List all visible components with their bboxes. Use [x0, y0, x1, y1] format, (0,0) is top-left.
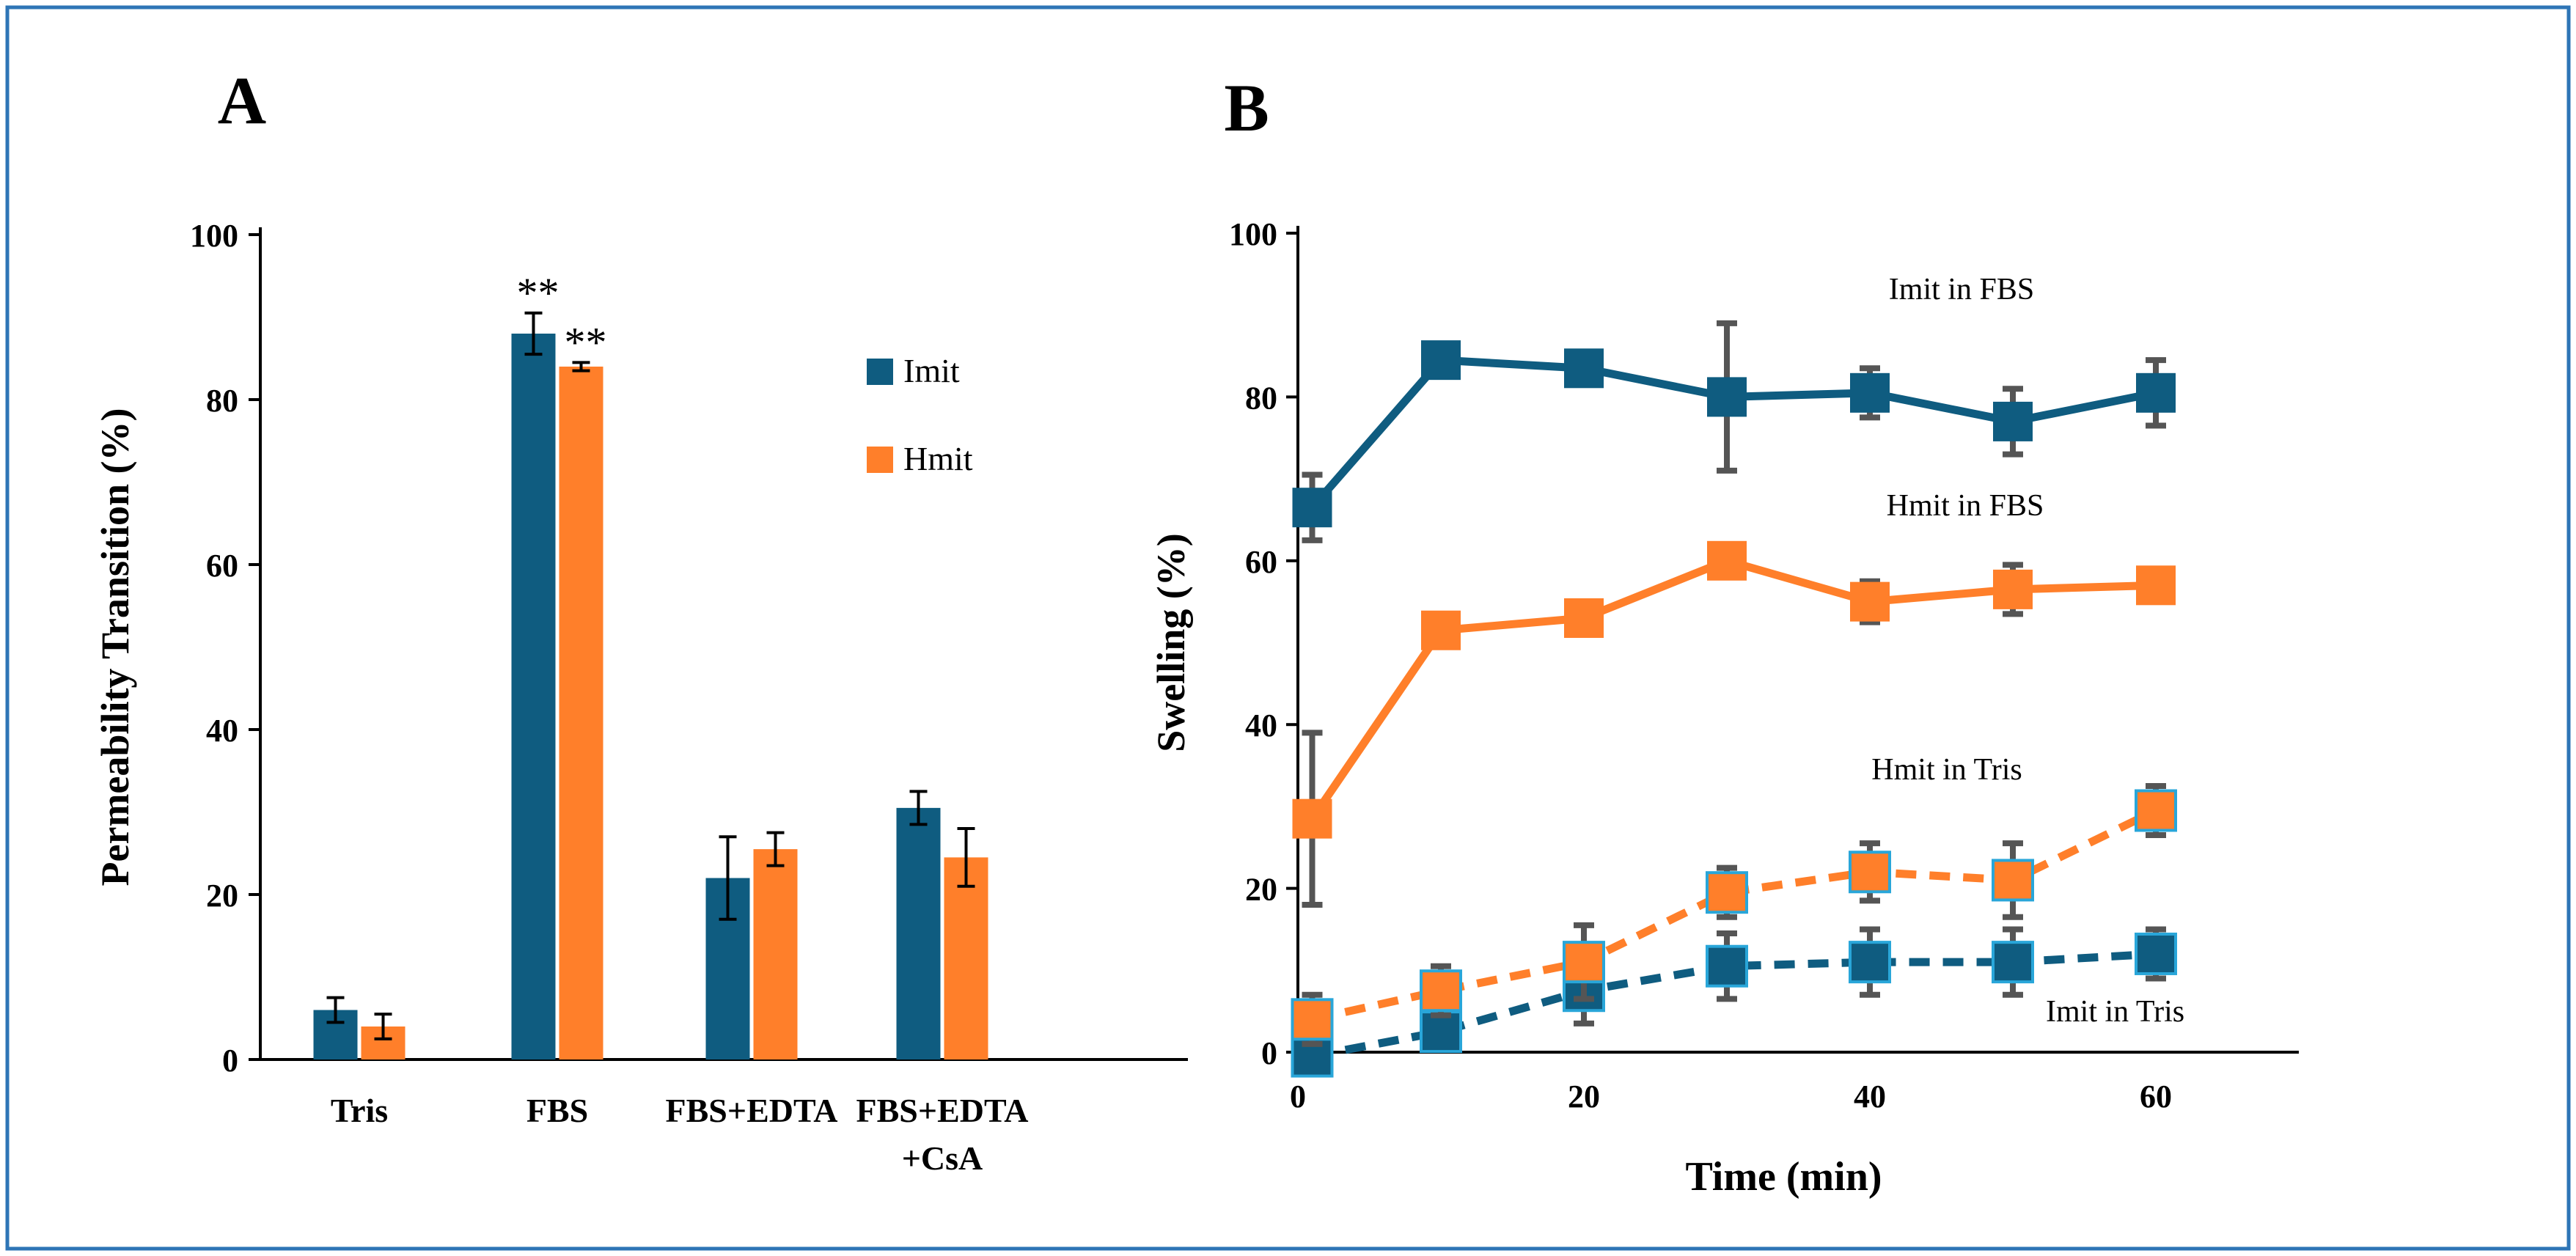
- b-marker-hmit-in-tris: [1420, 969, 1462, 1013]
- b-y-tick-label: 100: [1229, 216, 1277, 252]
- a-legend-swatch-hmit: [867, 447, 893, 473]
- a-category-label: +CsA: [902, 1139, 983, 1177]
- b-marker-hmit-in-tris: [1992, 859, 2034, 902]
- b-y-tick-label: 40: [1245, 708, 1277, 743]
- b-marker-hmit-in-tris: [1849, 851, 1891, 894]
- b-y-tick-label: 20: [1245, 872, 1277, 908]
- b-marker-imit-in-tris: [2135, 932, 2177, 975]
- b-marker-hmit-in-fbs: [2136, 565, 2176, 606]
- panel-b-line-chart: B 0 20 40 60 80 100 0 20 40 60 Swelling (%) Time (m…: [1149, 70, 2299, 1200]
- b-marker-hmit-in-fbs: [1564, 598, 1604, 638]
- a-category-label: FBS+EDTA: [666, 1092, 838, 1129]
- b-marker-hmit-in-fbs: [1850, 581, 1890, 622]
- b-x-tick-label: 60: [2140, 1079, 2172, 1114]
- b-y-tick-label: 0: [1261, 1035, 1277, 1071]
- b-marker-imit-in-fbs: [1850, 372, 1890, 413]
- b-marker-imit-in-fbs: [1292, 488, 1332, 528]
- b-marker-hmit-in-tris: [2135, 789, 2177, 832]
- a-y-tick-label: 100: [190, 218, 238, 254]
- b-marker-hmit-in-fbs: [1292, 798, 1332, 839]
- b-marker-imit-in-tris: [1992, 941, 2034, 984]
- b-marker-hmit-in-fbs: [1993, 569, 2033, 609]
- a-category-label: Tris: [331, 1092, 388, 1129]
- b-marker-imit-in-tris: [1849, 941, 1891, 984]
- b-marker-hmit-in-fbs: [1421, 610, 1461, 650]
- a-y-tick-label: 0: [222, 1043, 238, 1079]
- figure-border: [5, 5, 2571, 1251]
- b-y-axis-label: Swelling (%): [1149, 533, 1193, 752]
- b-series-label-imit-in-tris: Imit in Tris: [2046, 995, 2184, 1029]
- panel-a-letter: A: [218, 63, 266, 138]
- a-y-tick-label: 60: [206, 548, 238, 584]
- a-bar-imit-fbs: [511, 334, 556, 1059]
- a-bar-hmit-fbs-edta: [753, 849, 798, 1059]
- b-marker-imit-in-fbs: [1421, 340, 1461, 381]
- b-x-axis-label: Time (min): [1685, 1154, 1882, 1200]
- a-category-label: FBS: [526, 1092, 588, 1129]
- a-bar-imit-fbs-edta-csa: [896, 807, 941, 1059]
- b-marker-hmit-in-tris: [1706, 871, 1748, 914]
- b-marker-imit-in-fbs: [1993, 401, 2033, 441]
- b-x-tick-label: 0: [1290, 1079, 1306, 1114]
- a-legend-swatch-imit: [867, 359, 893, 385]
- b-marker-imit-in-fbs: [1707, 377, 1747, 417]
- a-significance-label: **: [517, 269, 559, 317]
- a-significance-label: **: [565, 318, 607, 366]
- a-y-tick-label: 40: [206, 713, 238, 749]
- b-marker-imit-in-fbs: [1564, 348, 1604, 389]
- b-marker-imit-in-tris: [1706, 944, 1748, 988]
- b-marker-hmit-in-fbs: [1707, 540, 1747, 581]
- a-legend-label-hmit: Hmit: [903, 440, 973, 477]
- a-legend-label-imit: Imit: [903, 352, 960, 389]
- b-marker-hmit-in-tris: [1291, 998, 1334, 1041]
- panel-b-letter: B: [1224, 70, 1269, 145]
- b-marker-hmit-in-tris: [1563, 941, 1605, 984]
- a-bar-hmit-fbs: [559, 367, 603, 1059]
- b-x-tick-label: 20: [1568, 1079, 1600, 1114]
- a-y-tick-label: 80: [206, 383, 238, 419]
- a-y-tick-label: 20: [206, 878, 238, 914]
- a-category-label: FBS+EDTA: [856, 1092, 1029, 1129]
- b-series-label-imit-in-fbs: Imit in FBS: [1889, 273, 2034, 306]
- b-y-tick-label: 60: [1245, 544, 1277, 580]
- b-y-tick-label: 80: [1245, 380, 1277, 416]
- panel-a-bar-chart: A 0 20 40 60 80 100 Permeability Transition (%…: [93, 63, 1188, 1177]
- a-y-axis-label: Permeability Transition (%): [93, 408, 137, 886]
- b-marker-imit-in-fbs: [2136, 372, 2176, 413]
- a-bar-hmit-fbs-edta-csa: [944, 857, 988, 1059]
- b-x-tick-label: 40: [1854, 1079, 1886, 1114]
- b-series-label-hmit-in-tris: Hmit in Tris: [1871, 753, 2022, 787]
- b-series-label-hmit-in-fbs: Hmit in FBS: [1887, 489, 2044, 523]
